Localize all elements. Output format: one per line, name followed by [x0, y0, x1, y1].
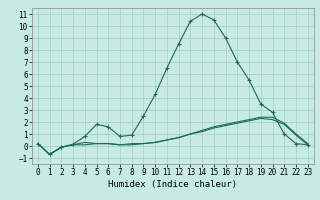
X-axis label: Humidex (Indice chaleur): Humidex (Indice chaleur) — [108, 180, 237, 189]
